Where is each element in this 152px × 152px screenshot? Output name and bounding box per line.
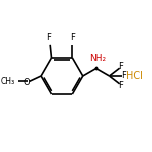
Text: F: F: [70, 33, 75, 42]
Text: HCl: HCl: [126, 71, 143, 81]
Text: NH₂: NH₂: [89, 54, 106, 63]
Text: CH₃: CH₃: [1, 77, 15, 86]
Text: F: F: [121, 71, 126, 81]
Text: F: F: [46, 33, 51, 42]
Text: F: F: [118, 62, 123, 71]
Text: O: O: [23, 78, 30, 87]
Text: F: F: [118, 81, 123, 90]
